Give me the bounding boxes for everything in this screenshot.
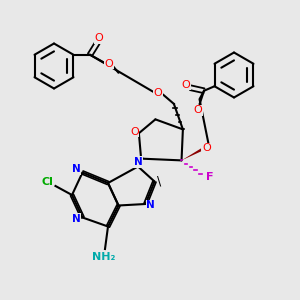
Text: N: N (72, 214, 81, 224)
Text: O: O (104, 59, 113, 69)
Text: O: O (182, 80, 190, 90)
Text: O: O (154, 88, 162, 98)
Text: O: O (203, 143, 212, 153)
Text: F: F (206, 172, 214, 182)
Text: O: O (130, 127, 139, 137)
Text: \: \ (158, 175, 162, 188)
Text: NH₂: NH₂ (92, 251, 115, 262)
Polygon shape (138, 158, 143, 166)
Polygon shape (182, 148, 201, 160)
Text: Cl: Cl (41, 177, 53, 188)
Text: O: O (194, 105, 202, 115)
Text: N: N (134, 157, 142, 167)
Text: N: N (72, 164, 81, 175)
Text: O: O (94, 33, 103, 43)
Text: N: N (146, 200, 155, 211)
